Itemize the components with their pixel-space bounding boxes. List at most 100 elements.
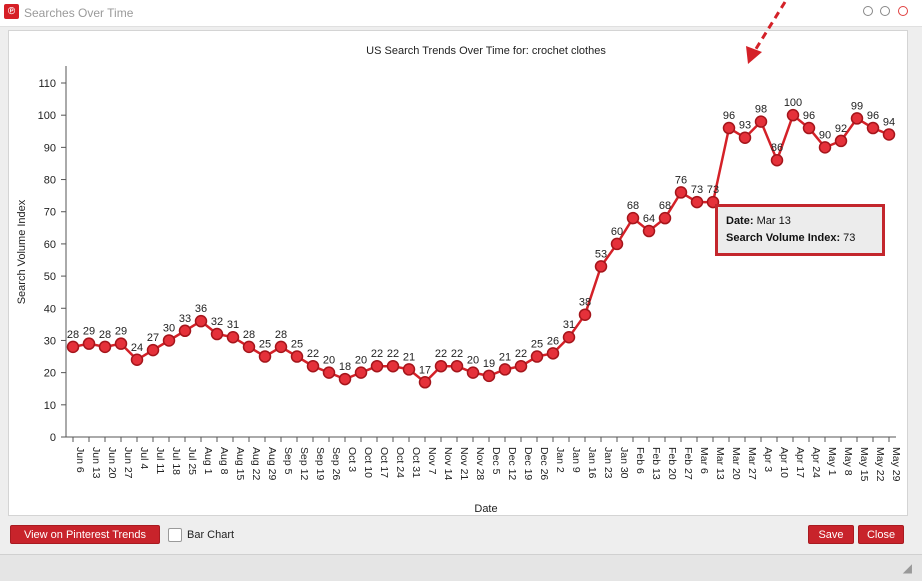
data-label: 26 — [547, 335, 559, 347]
x-tick-label: Jul 25 — [186, 447, 198, 475]
x-tick-label: Feb 13 — [650, 447, 662, 480]
data-label: 20 — [355, 355, 367, 367]
x-tick-label: Jan 16 — [586, 447, 598, 479]
y-tick-label: 90 — [44, 142, 56, 154]
data-label: 33 — [179, 313, 191, 325]
data-point — [354, 366, 368, 379]
x-tick-label: May 1 — [826, 447, 838, 476]
data-point — [306, 359, 320, 373]
footer-bar: View on Pinterest Trends Bar Chart Save … — [0, 518, 922, 554]
x-tick-label: May 29 — [890, 447, 902, 482]
x-tick-label: Oct 24 — [394, 447, 406, 478]
annotation-arrow-icon — [746, 1, 787, 64]
data-point — [370, 359, 384, 373]
title-bar: ℗ Searches Over Time — [0, 0, 922, 27]
x-tick-label: Jan 2 — [554, 447, 566, 473]
save-button[interactable]: Save — [808, 525, 854, 544]
data-label: 22 — [435, 348, 447, 360]
data-label: 20 — [467, 355, 479, 367]
x-tick-label: Oct 10 — [362, 447, 374, 478]
bar-chart-checkbox[interactable] — [168, 528, 182, 542]
data-label: 86 — [771, 142, 783, 154]
data-point — [690, 195, 704, 209]
data-label: 93 — [739, 120, 751, 132]
data-point — [610, 237, 624, 251]
data-point — [402, 363, 416, 376]
data-point — [498, 363, 512, 376]
data-label: 32 — [211, 316, 223, 328]
data-label: 36 — [195, 303, 207, 315]
data-label: 96 — [723, 110, 735, 122]
data-point — [514, 359, 528, 373]
data-label: 76 — [675, 174, 687, 186]
maximize-button[interactable] — [880, 6, 890, 16]
data-point — [98, 340, 112, 354]
data-label: 38 — [579, 297, 591, 309]
chart-panel — [8, 30, 908, 516]
y-tick-label: 0 — [50, 432, 56, 444]
data-point — [242, 340, 256, 354]
x-tick-label: Aug 29 — [266, 447, 278, 480]
x-tick-label: Nov 7 — [426, 447, 438, 475]
data-label: 28 — [243, 329, 255, 341]
x-tick-label: Oct 17 — [378, 447, 390, 478]
x-tick-label: Oct 3 — [346, 447, 358, 472]
data-label: 94 — [883, 116, 895, 128]
data-point — [786, 108, 800, 122]
data-point — [754, 115, 768, 128]
x-tick-label: Nov 28 — [474, 447, 486, 480]
data-label: 25 — [259, 339, 271, 351]
resize-grip-icon[interactable]: ◢ — [902, 561, 912, 575]
data-label: 96 — [803, 110, 815, 122]
data-point — [658, 211, 672, 225]
data-label: 90 — [819, 129, 831, 141]
data-label: 19 — [483, 358, 495, 370]
data-point — [530, 350, 544, 363]
y-tick-label: 80 — [44, 175, 56, 187]
data-label: 28 — [275, 329, 287, 341]
data-point — [546, 347, 560, 360]
data-point — [450, 359, 464, 373]
data-label: 60 — [611, 226, 623, 238]
data-point — [866, 121, 880, 135]
data-label: 22 — [387, 348, 399, 360]
y-tick-label: 20 — [44, 368, 56, 380]
data-label: 53 — [595, 248, 607, 260]
x-tick-label: Jan 23 — [602, 447, 614, 479]
minimize-button[interactable] — [863, 6, 873, 16]
x-tick-label: Apr 24 — [810, 447, 822, 478]
data-tooltip: Date: Mar 13 Search Volume Index: 73 — [715, 204, 885, 256]
close-button[interactable]: Close — [858, 525, 904, 544]
y-tick-label: 10 — [44, 400, 56, 412]
data-label: 24 — [131, 342, 143, 354]
data-point — [642, 224, 656, 238]
data-label: 96 — [867, 110, 879, 122]
data-label: 99 — [851, 100, 863, 112]
data-point — [466, 366, 480, 379]
x-tick-label: Sep 12 — [298, 447, 310, 480]
data-label: 17 — [419, 364, 431, 376]
data-label: 22 — [307, 348, 319, 360]
x-tick-label: Aug 8 — [218, 447, 230, 475]
x-tick-label: May 22 — [874, 447, 886, 482]
x-tick-label: Aug 1 — [202, 447, 214, 475]
series-line — [72, 113, 890, 384]
close-window-button[interactable] — [898, 6, 908, 16]
y-tick-label: 110 — [38, 78, 56, 90]
x-tick-label: Dec 5 — [490, 447, 502, 475]
data-label: 98 — [755, 104, 767, 116]
data-point — [146, 343, 160, 357]
data-label: 18 — [339, 361, 351, 373]
data-label: 31 — [563, 319, 575, 331]
data-label: 28 — [67, 329, 79, 341]
data-point — [626, 211, 640, 225]
data-label: 100 — [784, 97, 802, 109]
x-tick-label: Mar 20 — [730, 447, 742, 480]
data-point — [162, 334, 176, 347]
view-on-pinterest-trends-button[interactable]: View on Pinterest Trends — [10, 525, 160, 544]
data-label: 73 — [707, 184, 719, 196]
x-axis-label: Date — [474, 503, 497, 515]
data-point — [322, 366, 336, 379]
tooltip-date-label: Date: — [726, 215, 754, 227]
data-point — [178, 324, 192, 338]
